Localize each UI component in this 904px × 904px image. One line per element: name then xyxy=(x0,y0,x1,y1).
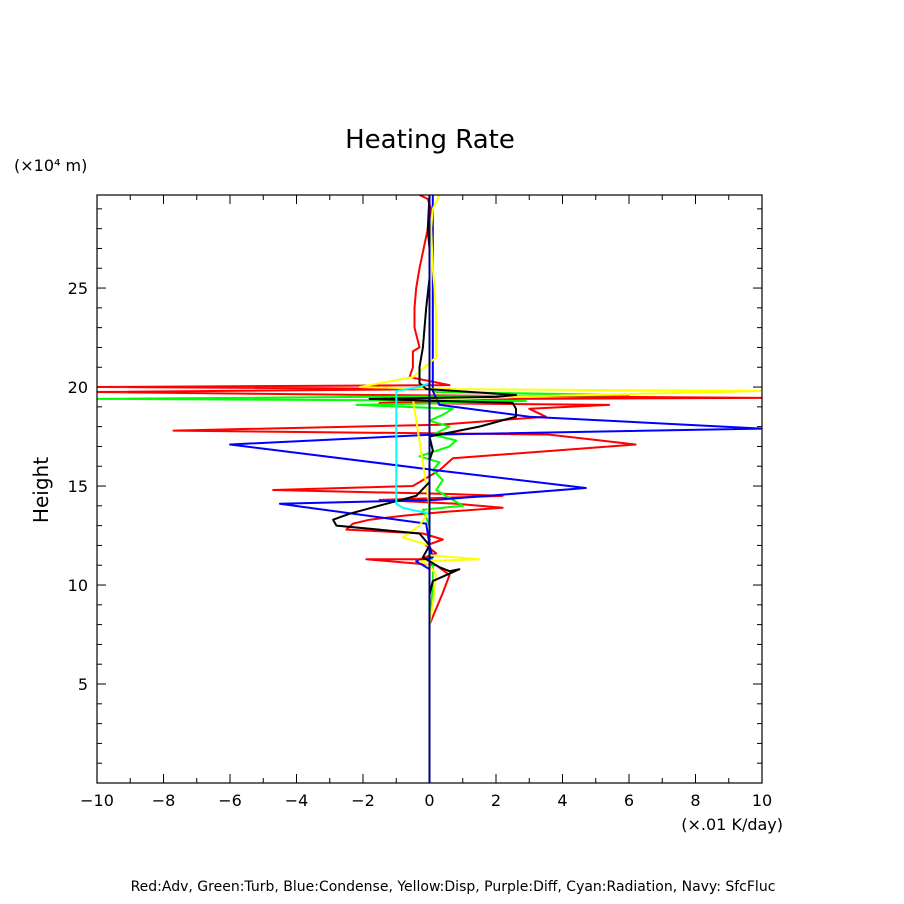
y-unit-label: (×10⁴ m) xyxy=(14,156,87,175)
x-tick-label: 2 xyxy=(491,791,501,810)
y-tick-label: 25 xyxy=(68,279,88,298)
chart-title: Heating Rate xyxy=(345,125,515,155)
x-tick-label: 6 xyxy=(624,791,634,810)
x-tick-label: −6 xyxy=(218,791,242,810)
series-lines xyxy=(97,195,762,783)
x-tick-label: 10 xyxy=(752,791,772,810)
x-unit-label: (×.01 K/day) xyxy=(681,815,783,834)
series-line-black xyxy=(332,195,517,625)
axis-ticks xyxy=(96,195,763,783)
y-tick-label: 15 xyxy=(68,477,88,496)
y-axis-label: Height xyxy=(29,457,53,523)
x-tick-label: −4 xyxy=(285,791,309,810)
series-line-red-adv xyxy=(97,195,762,783)
chart-footer-legend: Red:Adv, Green:Turb, Blue:Condense, Yell… xyxy=(131,879,776,895)
y-tick-label: 10 xyxy=(68,576,88,595)
x-tick-label: 4 xyxy=(557,791,567,810)
y-tick-label: 5 xyxy=(78,675,88,694)
x-tick-label: 0 xyxy=(424,791,434,810)
x-tick-label: −8 xyxy=(152,791,176,810)
axis-tick-labels: −10 −8 −6 −4 −2 0 2 4 6 8 10 5 10 15 20 25 xyxy=(68,279,773,810)
x-tick-label: 8 xyxy=(690,791,700,810)
y-tick-label: 20 xyxy=(68,378,88,397)
x-tick-label: −2 xyxy=(351,791,375,810)
x-tick-label: −10 xyxy=(80,791,114,810)
plot-frame xyxy=(96,194,763,784)
series-line-green-turb xyxy=(97,388,630,625)
